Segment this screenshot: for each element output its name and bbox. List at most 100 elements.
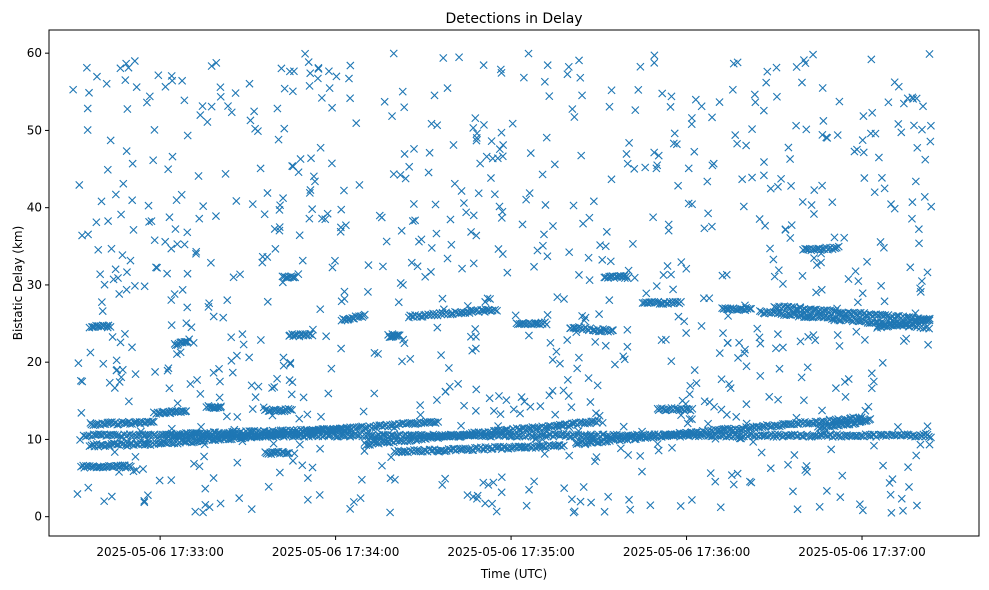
y-tick-label-6: 60 [27, 46, 42, 60]
data-point-2367 [584, 253, 593, 262]
data-point-2086 [130, 57, 139, 66]
data-point-584 [106, 322, 115, 331]
data-point-2289 [809, 210, 818, 219]
data-point-2060 [530, 477, 539, 486]
data-point-2559 [140, 496, 149, 505]
data-point-2191 [607, 86, 616, 95]
data-point-1865 [917, 125, 926, 134]
data-point-1936 [144, 436, 153, 445]
data-point-302 [572, 430, 581, 439]
data-point-1949 [711, 477, 720, 486]
data-point-2713 [735, 434, 744, 443]
data-point-1660 [925, 324, 934, 333]
data-points [69, 49, 936, 517]
data-point-2020 [397, 226, 406, 235]
data-point-1317 [609, 326, 617, 335]
data-point-2059 [155, 476, 164, 485]
data-point-1890 [273, 374, 282, 383]
data-point-2104 [85, 88, 94, 97]
data-point-2727 [287, 390, 296, 399]
data-point-2681 [183, 269, 192, 278]
data-point-2246 [304, 58, 313, 67]
data-point-2584 [206, 258, 215, 267]
data-point-1948 [275, 468, 284, 477]
y-tick-label-0: 0 [34, 510, 42, 524]
data-point-2543 [457, 186, 466, 195]
data-point-2342 [161, 237, 170, 246]
data-point-2325 [812, 288, 821, 297]
data-point-1914 [570, 112, 579, 121]
data-point-2697 [479, 61, 488, 70]
data-point-2484 [75, 180, 84, 189]
data-point-2091 [682, 264, 691, 273]
data-point-2295 [855, 413, 864, 422]
data-point-2146 [168, 152, 177, 161]
data-point-2614 [207, 62, 216, 71]
data-point-2164 [178, 76, 187, 85]
data-point-2734 [586, 432, 595, 441]
data-point-2402 [462, 208, 471, 217]
data-point-1991 [396, 170, 405, 179]
data-point-1268 [491, 305, 500, 314]
data-point-582 [103, 323, 112, 332]
data-point-2482 [275, 223, 284, 232]
data-point-1984 [209, 312, 218, 321]
data-point-2459 [560, 294, 568, 303]
data-point-1124 [394, 447, 403, 456]
data-point-2210 [778, 343, 787, 352]
data-point-2686 [823, 133, 832, 142]
data-point-2130 [143, 491, 152, 500]
data-point-2310 [286, 358, 295, 367]
data-point-2245 [285, 376, 294, 385]
data-point-2221 [595, 310, 604, 319]
data-point-2145 [147, 217, 156, 226]
data-point-2178 [238, 437, 247, 446]
data-point-2165 [663, 262, 672, 271]
data-point-2197 [748, 173, 757, 182]
data-point-2420 [703, 177, 712, 186]
data-point-2065 [150, 125, 159, 134]
data-point-2118 [652, 164, 661, 173]
data-point-2714 [586, 398, 595, 407]
data-point-2389 [664, 226, 673, 235]
data-point-2416 [389, 49, 398, 58]
data-point-2010 [139, 464, 148, 473]
data-point-2437 [107, 244, 116, 253]
data-point-1874 [131, 452, 140, 461]
data-point-2663 [118, 251, 127, 260]
data-point-1362 [649, 433, 658, 442]
data-point-2101 [796, 303, 805, 312]
data-point-1919 [247, 505, 256, 514]
data-point-2012 [798, 271, 807, 280]
data-point-2192 [799, 396, 808, 405]
data-point-1901 [310, 177, 319, 186]
data-point-2419 [394, 298, 403, 307]
data-point-2590 [833, 417, 842, 426]
data-point-1923 [216, 92, 225, 101]
data-point-2288 [622, 149, 631, 158]
data-point-2050 [100, 497, 109, 506]
data-point-2558 [759, 106, 768, 115]
data-point-2100 [489, 406, 498, 415]
data-point-887 [185, 335, 194, 344]
data-point-1988 [359, 407, 368, 416]
data-point-1429 [770, 421, 779, 430]
data-point-2096 [630, 164, 639, 173]
data-point-2521 [278, 278, 287, 287]
data-point-1959 [382, 237, 391, 246]
data-point-2641 [525, 485, 534, 494]
data-point-2532 [697, 321, 706, 330]
data-point-1839 [212, 58, 221, 67]
y-tick-label-4: 40 [27, 201, 42, 215]
data-point-1928 [183, 228, 192, 237]
data-point-1492 [620, 271, 629, 280]
data-point-2002 [306, 69, 315, 78]
data-point-2644 [833, 131, 842, 140]
data-point-2552 [321, 215, 330, 224]
data-point-2349 [488, 499, 497, 508]
data-point-2655 [747, 478, 756, 487]
data-point-2284 [469, 211, 478, 220]
data-point-2027 [762, 78, 771, 87]
data-point-1854 [672, 140, 681, 149]
data-point-1860 [626, 505, 635, 514]
